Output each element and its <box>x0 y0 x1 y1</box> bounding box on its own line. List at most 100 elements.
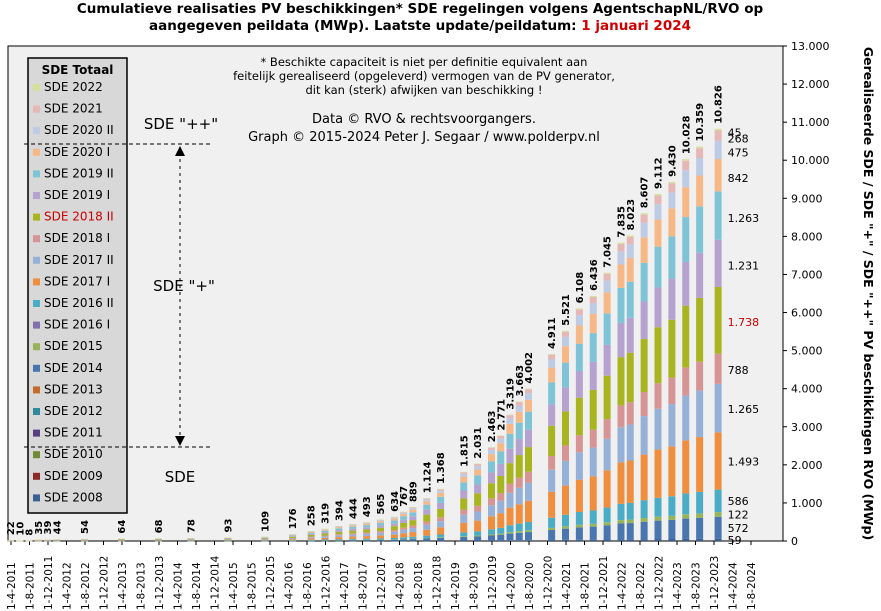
bar-segment <box>575 539 583 541</box>
bar-segment <box>437 502 445 509</box>
x-tick-label: 1-4-2020 <box>506 562 518 610</box>
x-tick-label: 1-12-2016 <box>321 555 333 610</box>
legend-swatch <box>33 127 40 135</box>
bar-segment <box>640 301 648 340</box>
bar-segment <box>640 392 648 417</box>
bar-segment <box>460 490 468 499</box>
x-tick-label: 1-4-2024 <box>728 562 740 610</box>
bar-segment <box>118 540 125 541</box>
bar-segment <box>261 538 269 540</box>
bar-segment <box>714 140 722 160</box>
bar-segment <box>474 540 482 542</box>
disclaimer-line: dit kan (sterk) afwijken van beschikking… <box>306 83 543 97</box>
bar-segment <box>289 536 297 538</box>
bar <box>390 516 398 542</box>
bar-segment <box>682 514 690 519</box>
x-tick-label: 1-4-2013 <box>117 562 129 610</box>
bar <box>400 511 408 542</box>
legend-entry: SDE 2008 <box>44 490 103 504</box>
bar-segment <box>506 540 514 541</box>
bar-segment <box>696 491 704 514</box>
bar-segment <box>589 510 597 524</box>
bar-total-label: 1.815 <box>459 435 470 467</box>
bar <box>575 308 583 541</box>
bar-segment <box>321 540 329 541</box>
bar-total-label: 394 <box>334 500 345 521</box>
bar-segment <box>81 538 88 540</box>
bar-segment <box>437 527 445 535</box>
graph-credit: Graph © 2015-2024 Peter J. Segaar / www.… <box>248 130 600 145</box>
bar-segment <box>390 540 398 542</box>
bar-segment <box>603 522 611 526</box>
bar-segment <box>548 354 556 360</box>
bar-total-label: 64 <box>117 520 128 534</box>
bar-total-label: 2.463 <box>487 411 498 443</box>
bar-total-label: 565 <box>376 494 387 515</box>
bar-segment <box>515 401 523 403</box>
bar-segment <box>603 507 611 523</box>
bar <box>696 146 704 541</box>
bar <box>349 524 357 542</box>
bar-total-label: 767 <box>399 486 410 507</box>
bar-segment <box>349 524 357 525</box>
bar-segment <box>696 361 704 391</box>
bar-segment <box>155 538 162 539</box>
bar-segment <box>460 509 468 515</box>
y-tick-label: 10.000 <box>791 154 830 167</box>
bar-segment <box>155 539 162 540</box>
bar-segment <box>224 540 232 542</box>
bar-segment <box>525 447 532 472</box>
bar-segment <box>390 518 398 521</box>
bar-segment <box>437 496 445 503</box>
right-label: 1.265 <box>728 403 760 416</box>
bar-segment <box>562 336 569 347</box>
y-tick-label: 4.000 <box>791 383 823 396</box>
bar-segment <box>400 513 408 517</box>
bar-segment <box>696 148 704 159</box>
bar-segment <box>589 296 597 304</box>
legend-entry: SDE 2017 I <box>44 274 110 288</box>
bar-segment <box>626 352 634 403</box>
bar-total-label: 10.359 <box>695 103 706 142</box>
bar-segment <box>668 404 676 447</box>
x-tick-label: 1-8-2012 <box>80 562 92 610</box>
bar-segment <box>603 438 611 471</box>
bar-segment <box>654 520 662 540</box>
x-tick-label: 1-8-2015 <box>247 562 259 610</box>
bar-segment <box>617 242 625 244</box>
bar-segment <box>488 516 495 530</box>
y-tick-label: 13.000 <box>791 40 830 53</box>
bar-segment <box>714 383 722 433</box>
bar-segment <box>377 531 384 533</box>
bar-segment <box>548 530 556 540</box>
bar-segment <box>400 516 408 520</box>
bar-segment <box>349 540 357 541</box>
y-tick-label: 1.000 <box>791 497 823 510</box>
bar-total-label: 22 <box>6 521 17 535</box>
right-label: 1.231 <box>728 259 760 272</box>
bar-segment <box>409 509 417 513</box>
bar-segment <box>423 514 431 522</box>
bar-total-label: 2.771 <box>496 399 507 431</box>
bar-segment <box>617 357 625 406</box>
bar-segment <box>474 475 482 485</box>
bar-segment <box>289 534 297 535</box>
bar-segment <box>682 367 690 396</box>
bar-segment <box>335 535 343 538</box>
bar-segment <box>654 195 662 205</box>
bar-segment <box>390 537 398 540</box>
bar-segment <box>562 526 569 529</box>
y-tick-label: 0 <box>791 535 798 548</box>
bar-segment <box>409 539 417 541</box>
legend-entry: SDE 2019 II <box>44 166 114 180</box>
bar-segment <box>589 303 597 314</box>
bar-segment <box>474 535 482 537</box>
bar-segment <box>525 393 532 400</box>
bar-segment <box>603 344 611 376</box>
bar-segment <box>589 429 597 448</box>
legend-entry: SDE 2022 <box>44 80 103 94</box>
bar-segment <box>603 313 611 345</box>
bar-segment <box>118 539 125 540</box>
bar-segment <box>548 517 556 528</box>
bar-segment <box>562 514 569 527</box>
